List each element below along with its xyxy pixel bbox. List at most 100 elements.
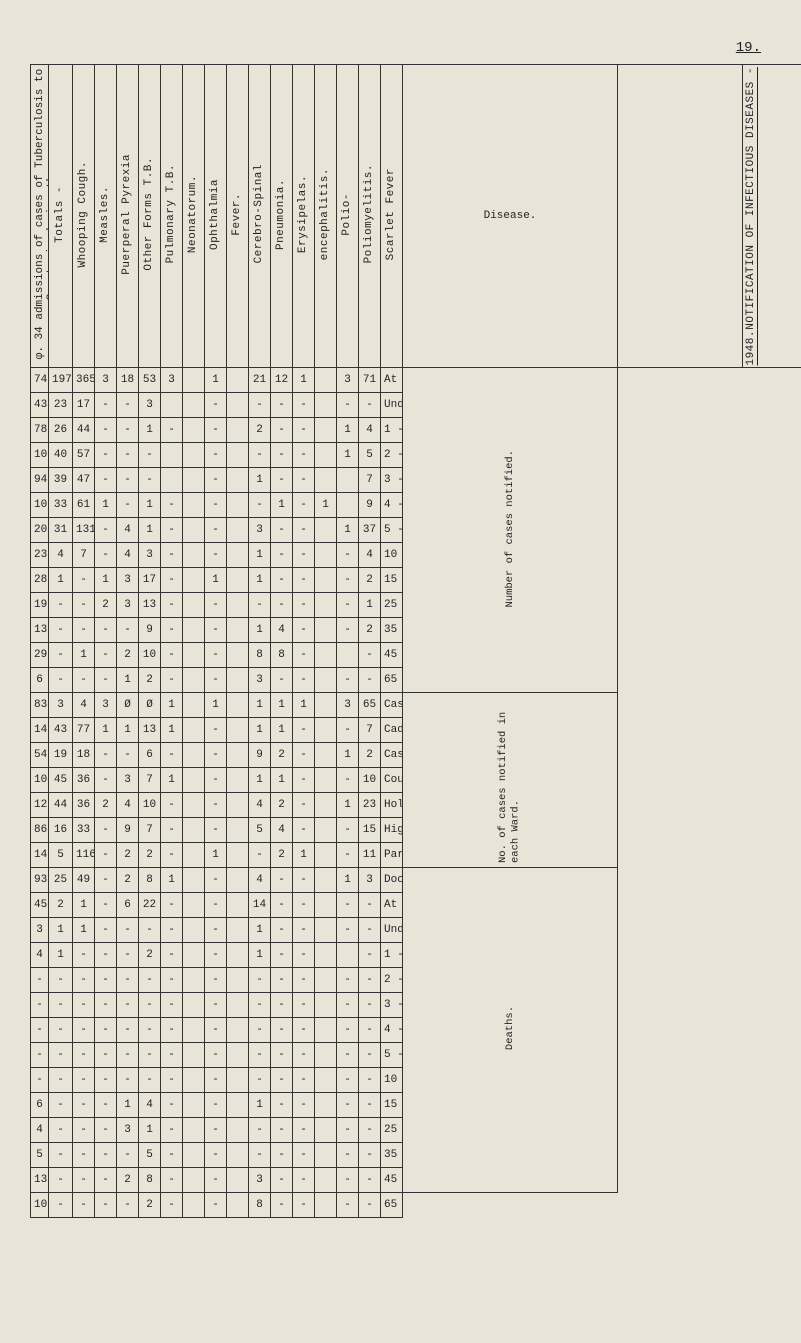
total-cell: 145 bbox=[31, 718, 49, 743]
data-cell: - bbox=[337, 1018, 359, 1043]
data-cell: - bbox=[337, 1168, 359, 1193]
data-cell bbox=[183, 768, 205, 793]
total-cell: 54 bbox=[31, 743, 49, 768]
data-cell bbox=[227, 968, 249, 993]
data-cell: 2 bbox=[139, 843, 161, 868]
data-cell: 1 bbox=[249, 468, 271, 493]
category-cell: 45 - 65 years. bbox=[381, 643, 403, 668]
group-notified: Number of cases notified. bbox=[403, 368, 618, 693]
data-cell: 9 bbox=[359, 493, 381, 518]
category-cell: 65 Yrs. & upwards. bbox=[381, 668, 403, 693]
data-cell: 1 bbox=[117, 668, 139, 693]
total-cell: 19 bbox=[31, 593, 49, 618]
page-number: 19. bbox=[30, 40, 771, 56]
category-cell: 1 - 2 years. bbox=[381, 943, 403, 968]
data-cell: 365 bbox=[73, 368, 95, 393]
data-cell bbox=[315, 1018, 337, 1043]
data-cell: - bbox=[49, 1118, 73, 1143]
data-cell: - bbox=[95, 543, 117, 568]
data-cell: 3 bbox=[139, 393, 161, 418]
data-cell: 1 bbox=[139, 493, 161, 518]
total-cell: 4 bbox=[31, 943, 49, 968]
data-cell: - bbox=[249, 968, 271, 993]
data-cell bbox=[227, 1118, 249, 1143]
data-cell: 8 bbox=[249, 1193, 271, 1218]
data-cell: - bbox=[161, 993, 183, 1018]
data-cell: - bbox=[337, 1093, 359, 1118]
data-cell: 2 bbox=[249, 418, 271, 443]
data-cell bbox=[315, 1118, 337, 1143]
total-cell: 13 bbox=[31, 1168, 49, 1193]
data-cell: - bbox=[293, 643, 315, 668]
data-cell: 2 bbox=[139, 668, 161, 693]
total-cell: 748 bbox=[31, 368, 49, 393]
category-cell: 35 - 45 years. bbox=[381, 618, 403, 643]
data-cell: - bbox=[293, 1143, 315, 1168]
data-cell: 10 bbox=[139, 793, 161, 818]
data-cell bbox=[227, 668, 249, 693]
data-cell: - bbox=[293, 593, 315, 618]
data-cell: - bbox=[337, 718, 359, 743]
data-cell: - bbox=[161, 1118, 183, 1143]
data-cell: 13 bbox=[139, 718, 161, 743]
total-cell: 4 bbox=[31, 1118, 49, 1143]
data-cell: - bbox=[359, 1043, 381, 1068]
data-cell: - bbox=[73, 1143, 95, 1168]
data-cell: - bbox=[161, 943, 183, 968]
data-cell: 2 bbox=[95, 593, 117, 618]
data-cell: - bbox=[271, 1143, 293, 1168]
disease-col-2: Puerperal Pyrexia bbox=[117, 65, 139, 368]
data-cell: - bbox=[205, 818, 227, 843]
data-cell bbox=[315, 1193, 337, 1218]
data-cell: - bbox=[95, 1193, 117, 1218]
header-row: φ. 34 admissions of cases of Tuberculosi… bbox=[31, 65, 801, 368]
data-cell: 1 bbox=[205, 693, 227, 718]
data-cell: 18 bbox=[117, 368, 139, 393]
data-cell: - bbox=[95, 468, 117, 493]
data-cell: - bbox=[117, 1193, 139, 1218]
data-cell: - bbox=[359, 918, 381, 943]
data-cell: 1 bbox=[205, 843, 227, 868]
data-cell: - bbox=[49, 968, 73, 993]
data-cell: 1 bbox=[337, 418, 359, 443]
data-cell: 17 bbox=[73, 393, 95, 418]
data-cell: - bbox=[271, 943, 293, 968]
data-cell: - bbox=[95, 768, 117, 793]
data-cell: - bbox=[293, 993, 315, 1018]
data-cell: - bbox=[139, 918, 161, 943]
data-cell: 4 bbox=[271, 618, 293, 643]
category-cell: Park Ward. bbox=[381, 843, 403, 868]
category-cell: At all ages. bbox=[381, 368, 403, 393]
data-cell: - bbox=[293, 618, 315, 643]
data-cell: 3 bbox=[249, 668, 271, 693]
data-cell: 3 bbox=[95, 693, 117, 718]
data-cell: - bbox=[95, 518, 117, 543]
data-cell: - bbox=[139, 968, 161, 993]
data-cell: - bbox=[337, 668, 359, 693]
data-cell: - bbox=[293, 668, 315, 693]
data-cell: - bbox=[95, 1043, 117, 1068]
data-cell: - bbox=[95, 893, 117, 918]
data-cell bbox=[183, 418, 205, 443]
data-cell: 197 bbox=[49, 368, 73, 393]
data-cell bbox=[227, 368, 249, 393]
data-cell: 1 bbox=[271, 493, 293, 518]
right-title-cell: NOTIFICATION OF INFECTIOUS DISEASES - 19… bbox=[743, 65, 801, 368]
data-cell: - bbox=[117, 1043, 139, 1068]
data-cell: - bbox=[249, 493, 271, 518]
data-cell: - bbox=[293, 743, 315, 768]
data-cell: - bbox=[205, 518, 227, 543]
data-cell: 10 bbox=[139, 643, 161, 668]
data-cell: 3 bbox=[117, 568, 139, 593]
data-cell bbox=[315, 993, 337, 1018]
data-cell: - bbox=[139, 1068, 161, 1093]
data-cell: 1 bbox=[337, 518, 359, 543]
data-cell: 4 bbox=[117, 518, 139, 543]
disease-col-3: Other Forms T.B. bbox=[139, 65, 161, 368]
data-cell: - bbox=[205, 443, 227, 468]
data-cell bbox=[183, 818, 205, 843]
data-cell: - bbox=[293, 718, 315, 743]
data-cell bbox=[227, 868, 249, 893]
data-cell: - bbox=[49, 1043, 73, 1068]
data-cell: - bbox=[49, 1018, 73, 1043]
